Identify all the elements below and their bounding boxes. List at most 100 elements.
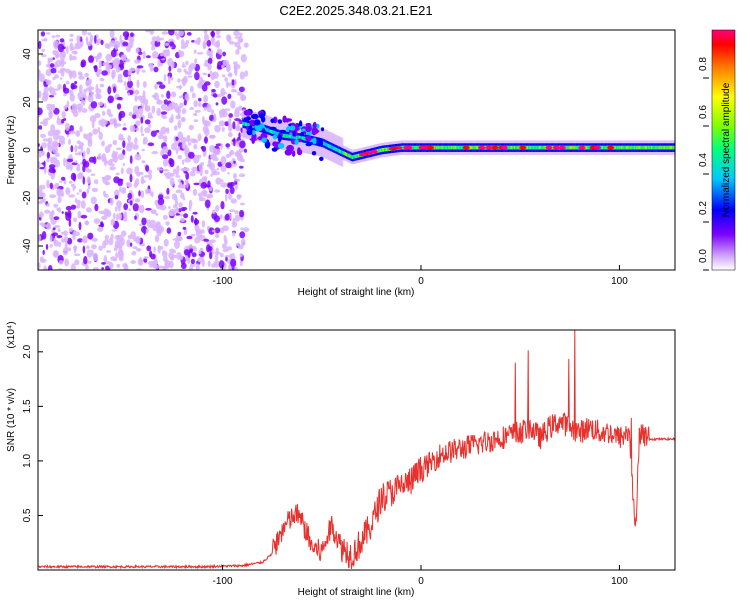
heatmap-cell	[246, 116, 251, 121]
heatmap-cell	[119, 185, 122, 193]
heatmap-cell	[247, 122, 250, 127]
heatmap-cell	[215, 247, 219, 255]
heatmap-cell	[68, 180, 73, 184]
heatmap-cell	[158, 84, 166, 89]
heatmap-cell	[76, 199, 81, 205]
heatmap-cell	[40, 54, 47, 58]
heatmap-cell	[76, 40, 83, 50]
heatmap-cell	[187, 75, 193, 78]
heatmap-cell	[311, 127, 317, 136]
heatmap-cell	[473, 145, 476, 150]
heatmap-cell	[88, 55, 94, 63]
heatmap-cell	[166, 227, 172, 234]
heatmap-cell	[172, 168, 177, 174]
chart-title: C2E2.2025.348.03.21.E21	[279, 3, 432, 18]
heatmap-cell	[161, 115, 168, 119]
heatmap-cell	[220, 182, 228, 188]
heatmap-cell	[115, 213, 119, 222]
heatmap-cell	[53, 40, 59, 49]
heatmap-cell	[220, 201, 225, 210]
heatmap-cell	[115, 172, 120, 176]
heatmap-cell	[225, 162, 232, 169]
heatmap-cell	[108, 262, 114, 269]
colorbar-tick-label: 0.6	[698, 105, 709, 119]
heatmap-cell	[248, 123, 251, 127]
heatmap-cell	[189, 248, 193, 254]
heatmap-cell	[90, 91, 95, 96]
heatmap-cell	[176, 85, 183, 89]
heatmap-cell	[485, 145, 493, 150]
heatmap-cell	[289, 125, 296, 131]
heatmap-cell	[335, 147, 338, 152]
heatmap-cell	[475, 145, 478, 150]
heatmap-cell	[225, 143, 231, 148]
heatmap-cell	[192, 211, 198, 215]
heatmap-cell	[234, 107, 240, 115]
heatmap-cell	[41, 142, 47, 149]
heatmap-cell	[57, 207, 62, 213]
heatmap-cell	[169, 177, 175, 187]
heatmap-cell	[201, 220, 206, 228]
heatmap-cell	[178, 202, 183, 208]
heatmap-cell	[65, 80, 70, 85]
heatmap-cell	[78, 221, 82, 231]
heatmap-cell	[128, 76, 132, 82]
heatmap-cell	[77, 238, 84, 243]
y-tick-label: 0	[22, 147, 33, 153]
heatmap-cell	[204, 199, 211, 208]
heatmap-cell	[140, 175, 145, 185]
heatmap-cell	[160, 111, 168, 115]
heatmap-cell	[160, 103, 167, 111]
heatmap-cell	[288, 134, 291, 139]
heatmap-cell	[215, 102, 219, 106]
heatmap-cell	[198, 250, 202, 255]
heatmap-cell	[54, 224, 61, 228]
heatmap-cell	[187, 151, 195, 159]
heatmap-cell	[171, 113, 174, 123]
heatmap-cell	[156, 107, 161, 117]
heatmap-cell	[96, 53, 101, 60]
heatmap-cell	[154, 83, 158, 90]
heatmap-cell	[180, 192, 185, 199]
heatmap-cell	[91, 244, 97, 250]
heatmap-cell	[74, 144, 78, 153]
heatmap-cell	[128, 40, 134, 49]
heatmap-cell	[80, 200, 86, 209]
heatmap-cell	[602, 145, 605, 150]
heatmap-cell	[128, 111, 133, 117]
heatmap-cell	[233, 137, 236, 147]
heatmap-cell	[419, 145, 427, 150]
heatmap-cell	[135, 120, 141, 127]
heatmap-cell	[274, 130, 277, 135]
heatmap-cell	[191, 40, 195, 43]
heatmap-cell	[157, 197, 165, 206]
heatmap-cell	[157, 245, 161, 254]
heatmap-cell	[204, 59, 209, 64]
heatmap-cell	[516, 145, 519, 150]
heatmap-cell	[174, 240, 180, 249]
heatmap-cell	[76, 163, 80, 169]
heatmap-cell	[593, 145, 601, 150]
heatmap-cell	[40, 31, 46, 37]
heatmap-cell	[168, 260, 174, 269]
heatmap-cell	[417, 145, 420, 150]
heatmap-cell	[643, 145, 646, 150]
heatmap-cell	[462, 145, 470, 150]
heatmap-cell	[76, 192, 80, 195]
heatmap-cell	[39, 166, 46, 170]
heatmap-cell	[647, 145, 650, 150]
heatmap-cell	[112, 212, 116, 220]
heatmap-cell	[69, 93, 76, 102]
heatmap-cell	[478, 145, 486, 150]
heatmap-cell	[565, 145, 568, 150]
heatmap-cell	[149, 250, 153, 258]
heatmap-cell	[120, 54, 127, 61]
heatmap-cell	[86, 188, 90, 194]
heatmap-cell	[214, 227, 221, 234]
colorbar-tick-label: 0.2	[698, 201, 709, 215]
heatmap-cell	[181, 159, 185, 165]
heatmap-cell	[187, 142, 192, 146]
heatmap-cell	[52, 232, 58, 236]
heatmap-cell	[164, 42, 170, 46]
heatmap-cell	[88, 96, 92, 101]
